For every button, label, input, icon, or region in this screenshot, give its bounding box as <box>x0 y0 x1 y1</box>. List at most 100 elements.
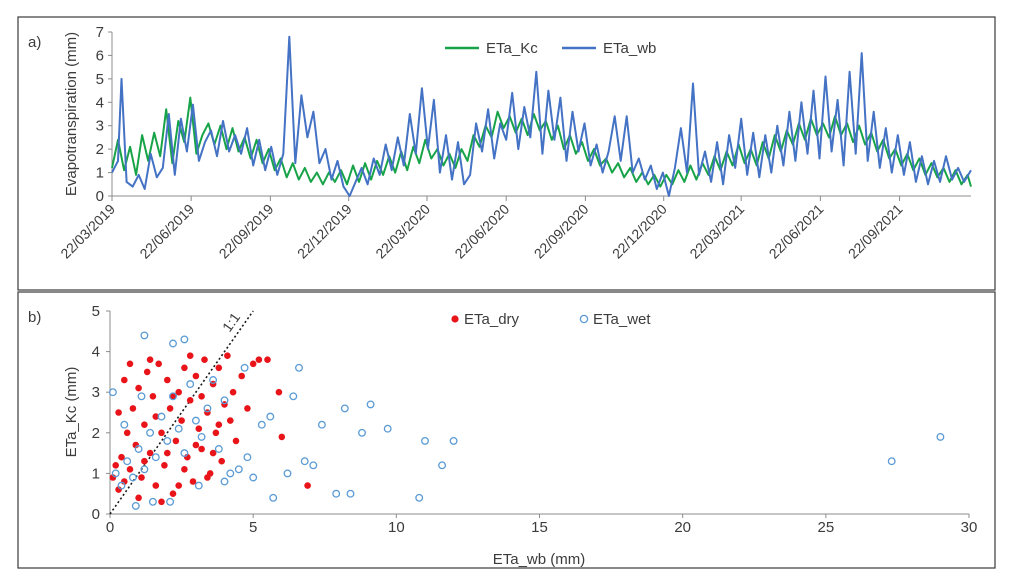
scatter-point-eta-dry <box>143 368 151 376</box>
scatter-point-eta-wet <box>340 404 349 413</box>
panel-a-ytick-label: 1 <box>96 165 104 182</box>
panel-b-axes: 0 1 2 3 4 5 0 5 10 15 20 25 30 <box>92 303 978 536</box>
scatter-point-eta-wet <box>123 457 132 466</box>
scatter-point-eta-wet <box>128 473 137 482</box>
scatter-point-eta-wet <box>214 445 223 453</box>
scatter-point-eta-dry <box>244 405 251 412</box>
scatter-point-eta-wet <box>191 416 200 425</box>
panel-b-ytick-label: 2 <box>92 425 100 442</box>
scatter-point-eta-dry <box>141 457 148 465</box>
scatter-point-eta-dry <box>123 429 131 437</box>
legend-swatch-eta-wet <box>579 314 589 324</box>
scatter-point-eta-wet <box>166 497 175 506</box>
scatter-point-eta-wet <box>449 436 458 445</box>
scatter-point-eta-dry <box>158 429 165 437</box>
scatter-point-eta-wet <box>266 412 275 421</box>
panel-a-ytick-label: 4 <box>96 94 104 111</box>
scatter-point-eta-wet <box>366 400 375 409</box>
panel-a-frame <box>17 16 996 291</box>
scatter-point-eta-wet <box>146 428 155 437</box>
scatter-point-eta-wet <box>134 445 143 453</box>
scatter-point-eta-dry <box>112 462 119 469</box>
panel-b-ytick-label: 5 <box>92 303 100 320</box>
scatter-point-eta-dry <box>146 449 154 457</box>
panel-a-xtick-label: 22/09/2021 <box>845 201 906 262</box>
series-line-eta-wb <box>111 35 972 197</box>
scatter-point-eta-wet <box>140 465 149 474</box>
scatter-point-eta-dry <box>141 421 148 429</box>
scatter-point-eta-dry <box>118 453 125 461</box>
scatter-point-eta-dry <box>109 474 117 481</box>
scatter-point-eta-wet <box>197 432 206 441</box>
panel-a-xtick-label: 22/12/2019 <box>294 201 355 262</box>
legend-label-eta-kc: ETa_Kc <box>486 40 538 57</box>
scatter-point-eta-wet <box>226 469 235 478</box>
legend-label-eta-dry: ETa_dry <box>464 311 520 328</box>
scatter-point-eta-dry <box>198 393 205 400</box>
panel-b-ytick-label: 0 <box>92 506 100 523</box>
scatter-point-eta-dry <box>169 490 177 498</box>
scatter-point-eta-dry <box>278 433 286 441</box>
scatter-point-eta-dry <box>215 421 223 429</box>
scatter-point-eta-wet <box>295 363 303 372</box>
scatter-point-eta-wet <box>194 481 203 490</box>
scatter-point-eta-wet <box>257 420 266 429</box>
panel-a-ytick-label: 3 <box>96 118 104 135</box>
panel-b-xlabel: ETa_wb (mm) <box>493 551 586 568</box>
scatter-point-eta-dry <box>175 388 182 396</box>
scatter-point-eta-dry <box>227 417 234 424</box>
scatter-point-eta-dry <box>192 372 200 380</box>
panel-a-series <box>111 35 972 197</box>
scatter-point-eta-dry <box>152 413 160 420</box>
scatter-point-eta-wet <box>887 457 896 466</box>
scatter-point-eta-wet <box>137 392 146 401</box>
scatter-point-eta-wet <box>203 404 212 413</box>
scatter-point-eta-wet <box>240 363 249 372</box>
scatter-point-eta-wet <box>269 493 278 502</box>
panel-b-ytick-label: 1 <box>92 465 100 482</box>
scatter-point-eta-dry <box>164 376 171 384</box>
scatter-point-eta-dry <box>195 425 203 433</box>
scatter-point-eta-wet <box>283 469 292 478</box>
scatter-point-eta-dry <box>232 437 240 445</box>
scatter-point-eta-wet <box>421 436 429 445</box>
legend-swatch-eta-dry <box>451 315 459 323</box>
scatter-point-eta-dry <box>152 482 160 489</box>
scatter-point-eta-dry <box>115 486 122 493</box>
scatter-point-eta-dry <box>275 388 283 396</box>
scatter-point-eta-dry <box>181 364 188 372</box>
panel-a-xtick-label: 22/03/2021 <box>686 201 747 262</box>
scatter-point-eta-dry <box>264 356 271 364</box>
legend-label-eta-wet: ETa_wet <box>593 311 651 328</box>
scatter-point-eta-dry <box>155 360 162 368</box>
legend-label-eta-wb: ETa_wb <box>603 40 656 57</box>
scatter-point-eta-dry <box>164 449 171 457</box>
panel-a-xtick-label: 22/06/2020 <box>451 201 512 262</box>
scatter-point-eta-wet <box>163 436 172 445</box>
panel-a-ytick-label: 7 <box>96 24 104 41</box>
scatter-point-eta-dry <box>218 457 225 465</box>
panel-a-xtick-label: 22/09/2019 <box>216 201 277 262</box>
scatter-point-eta-dry <box>249 360 257 368</box>
scatter-point-eta-wet <box>131 501 140 510</box>
scatter-point-eta-wet <box>332 489 341 498</box>
panel-b-ytick-label: 3 <box>92 384 100 401</box>
scatter-point-eta-dry <box>175 482 182 489</box>
panel-b-ytick-label: 4 <box>92 344 100 361</box>
scatter-point-eta-wet <box>157 412 166 421</box>
scatter-point-eta-wet <box>180 449 189 458</box>
panel-b-xtick-label: 0 <box>106 519 114 536</box>
scatter-point-eta-dry <box>126 466 134 473</box>
scatter-point-eta-wet <box>243 453 252 462</box>
panel-b-series <box>108 331 945 510</box>
scatter-point-eta-dry <box>178 417 185 424</box>
scatter-point-eta-dry <box>224 352 231 360</box>
panel-a: a) Evapotranspiration (mm) 0 1 2 3 4 5 6 7 22/03… <box>28 24 972 262</box>
scatter-point-eta-dry <box>204 474 211 481</box>
panel-a-label: a) <box>28 34 41 51</box>
scatter-point-eta-dry <box>192 441 200 449</box>
scatter-point-eta-wet <box>117 481 126 490</box>
scatter-point-eta-wet <box>169 392 177 401</box>
panel-a-ylabel: Evapotranspiration (mm) <box>63 32 80 196</box>
scatter-point-eta-dry <box>115 409 122 416</box>
